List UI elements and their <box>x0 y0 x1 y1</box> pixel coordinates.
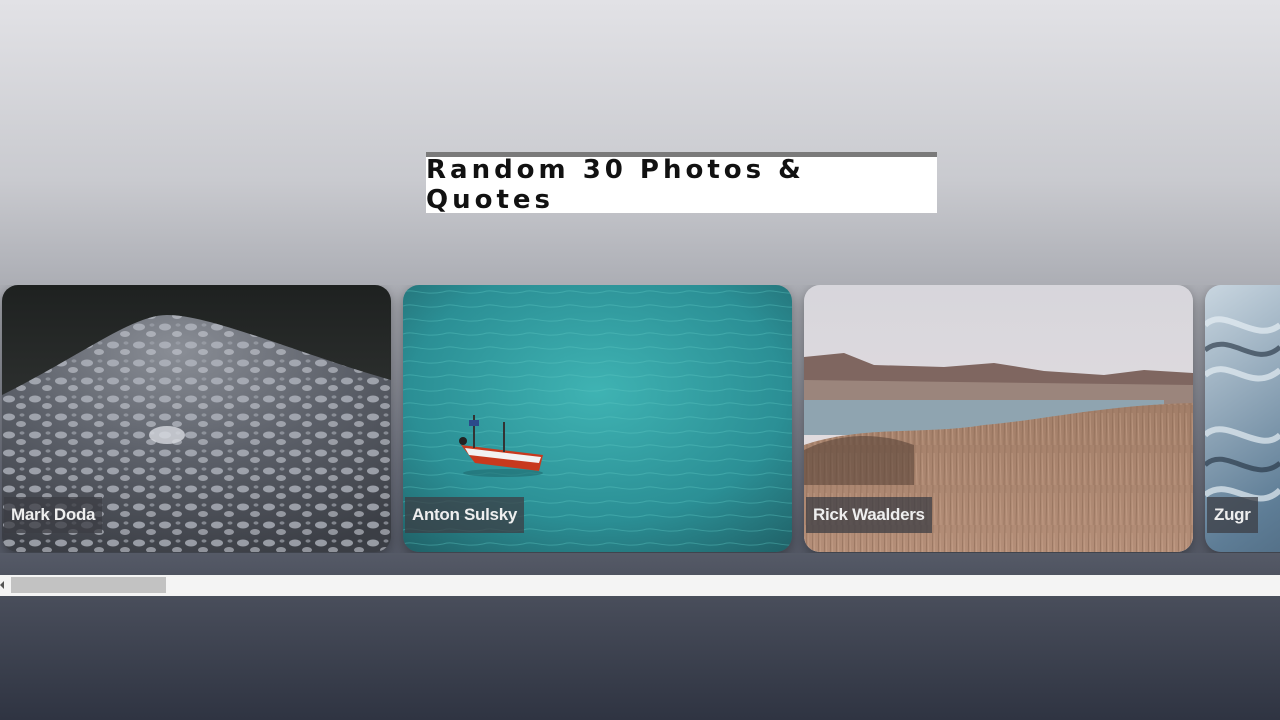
photographer-credit[interactable]: Rick Waalders <box>806 497 932 533</box>
scroll-left-arrow-icon[interactable] <box>0 581 4 589</box>
horizontal-scrollbar[interactable] <box>0 575 1280 596</box>
photo-card[interactable]: Zugr <box>1205 285 1280 552</box>
photo-carousel[interactable]: Mark Doda An <box>0 285 1280 553</box>
page-title: Random 30 Photos & Quotes <box>426 155 805 215</box>
boat-on-turquoise-sea-photo <box>403 285 792 552</box>
photographer-credit[interactable]: Anton Sulsky <box>405 497 525 533</box>
photo-card[interactable]: Anton Sulsky <box>403 285 792 552</box>
photo-card[interactable]: Mark Doda <box>2 285 391 552</box>
photographer-credit[interactable]: Zugr <box>1207 497 1258 533</box>
scrollbar-thumb[interactable] <box>11 577 166 593</box>
photo-card[interactable]: Rick Waalders <box>804 285 1193 552</box>
water-droplets-photo <box>2 285 391 552</box>
page-title-box: Random 30 Photos & Quotes <box>426 152 937 215</box>
photographer-credit[interactable]: Mark Doda <box>4 497 103 533</box>
